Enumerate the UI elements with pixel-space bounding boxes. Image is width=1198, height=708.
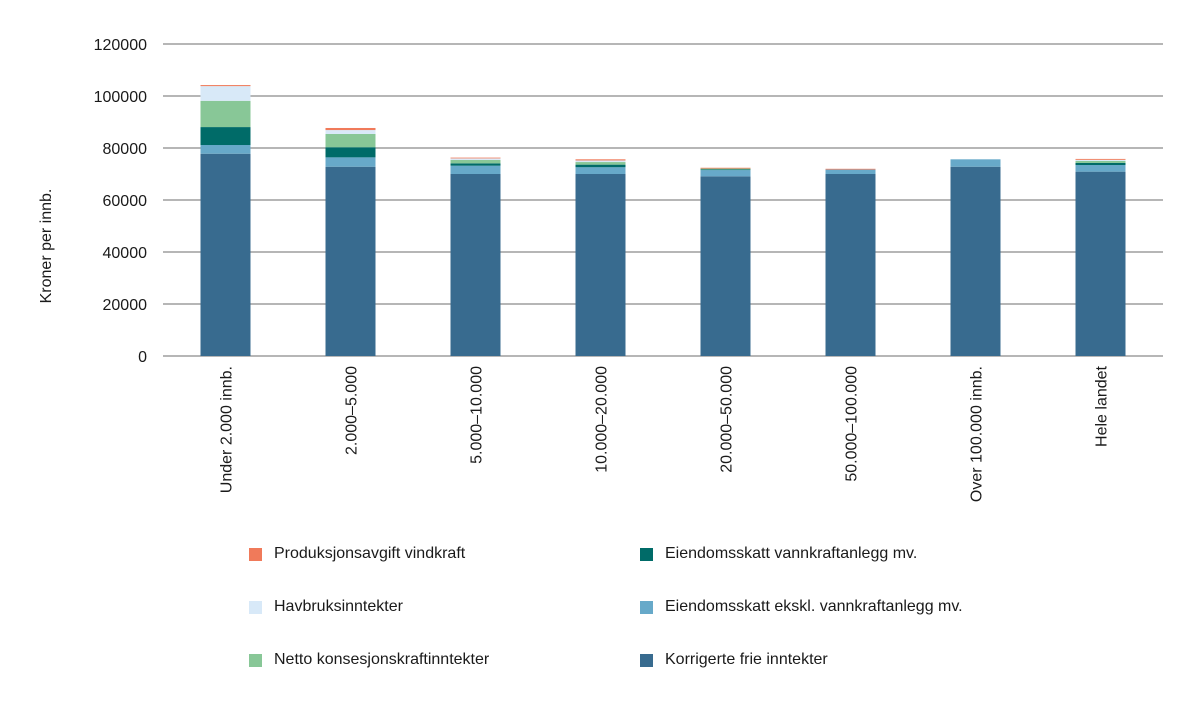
bar-segment-1 (450, 165, 501, 174)
bar-segment-3 (1075, 160, 1126, 163)
x-tick-label: 2.000–5.000 (344, 366, 361, 455)
y-tick-label: 40000 (103, 245, 148, 262)
bar-segment-4 (450, 158, 501, 160)
bar-segment-0 (700, 176, 751, 356)
bar-segment-3 (450, 159, 501, 164)
legend-swatch (640, 547, 653, 561)
bar-segment-1 (950, 159, 1001, 167)
y-tick-label: 120000 (94, 37, 147, 54)
legend-label: Eiendomsskatt vannkraftanlegg mv. (665, 545, 918, 562)
legend-label: Korrigerte frie inntekter (665, 651, 828, 668)
bar-segment-0 (1075, 171, 1126, 356)
bar-segment-2 (700, 169, 751, 171)
bar-segment-0 (575, 174, 626, 356)
bar-segment-1 (700, 170, 751, 177)
legend-label: Eiendomsskatt ekskl. vannkraftanlegg mv. (665, 598, 963, 615)
bar-segment-5 (700, 167, 751, 169)
bar-segment-5 (325, 127, 376, 131)
legend-label: Havbruksinntekter (274, 598, 403, 615)
x-tick-label: 5.000–10.000 (469, 366, 486, 464)
bar-segment-3 (325, 133, 376, 148)
stacked-bar-chart: Kroner per innb. 0 20000 40000 60000 80000 10… (38, 37, 1163, 502)
legend-swatch (640, 653, 653, 667)
legend-item: Eiendomsskatt vannkraftanlegg mv. (640, 545, 917, 563)
bar-segment-2 (450, 163, 501, 166)
legend-item: Havbruksinntekter (249, 598, 403, 616)
bar-segment-4 (200, 86, 251, 101)
x-tick-label: 20.000–50.000 (719, 366, 736, 473)
x-tick-label: Hele landet (1094, 365, 1111, 447)
bar-segment-2 (1075, 162, 1126, 166)
bar-segment-1 (200, 145, 251, 154)
y-axis-label: Kroner per innb. (38, 189, 55, 304)
legend-item: Produksjonsavgift vindkraft (249, 545, 465, 563)
bar-segment-2 (575, 164, 626, 168)
bar-segment-5 (575, 159, 626, 161)
y-tick-label: 60000 (103, 193, 148, 210)
y-tick-label: 20000 (103, 297, 148, 314)
x-tick-label: Under 2.000 innb. (219, 366, 236, 493)
bar-segment-5 (450, 157, 501, 159)
bar-segment-1 (1075, 165, 1126, 172)
bar-segment-1 (325, 157, 376, 167)
x-tick-label: 50.000–100.000 (844, 366, 861, 482)
bar-segment-0 (450, 174, 501, 356)
bar-segment-0 (200, 153, 251, 356)
bar-segment-0 (950, 166, 1001, 356)
y-tick-label: 0 (138, 349, 147, 366)
legend-label: Netto konsesjonskraftinntekter (274, 651, 490, 668)
legend-item: Eiendomsskatt ekskl. vannkraftanlegg mv. (640, 598, 963, 616)
bar-segment-1 (825, 169, 876, 174)
legend-swatch (249, 600, 262, 614)
bar-segment-2 (200, 127, 251, 146)
y-tick-label: 100000 (94, 89, 147, 106)
bar-segment-0 (325, 166, 376, 356)
legend-label: Produksjonsavgift vindkraft (274, 545, 466, 562)
legend-swatch (640, 600, 653, 614)
y-tick-label: 80000 (103, 141, 148, 158)
legend-item: Korrigerte frie inntekter (640, 651, 828, 669)
bar-segment-4 (1075, 159, 1126, 161)
bar-segment-4 (575, 160, 626, 163)
bar-segment-3 (200, 100, 251, 128)
legend-item: Netto konsesjonskraftinntekter (249, 651, 489, 669)
bar-segment-3 (575, 162, 626, 165)
bar-segment-1 (575, 167, 626, 174)
bar-segment-5 (825, 168, 876, 170)
bar-segment-3 (700, 168, 751, 170)
bar-segment-2 (325, 147, 376, 158)
bar-segment-4 (325, 130, 376, 134)
x-tick-label: 10.000–20.000 (594, 366, 611, 473)
bar-segment-5 (1075, 158, 1126, 160)
legend-swatch (249, 547, 262, 561)
bar-segment-0 (825, 174, 876, 356)
bar-segment-5 (200, 85, 251, 87)
legend-swatch (249, 653, 262, 667)
x-tick-label: Over 100.000 innb. (969, 366, 986, 502)
